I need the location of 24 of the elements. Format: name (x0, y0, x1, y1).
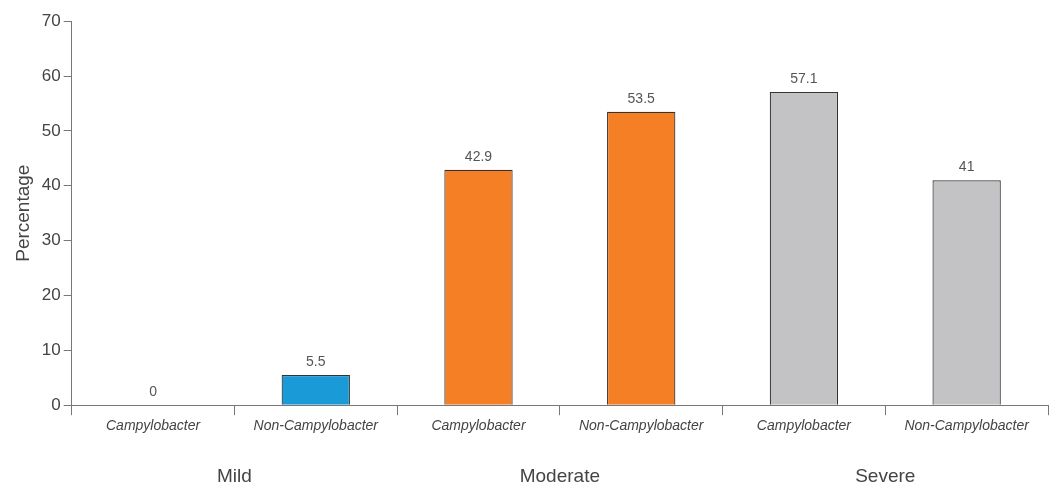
y-tick-label: 70 (41, 10, 61, 30)
x-tick-label: Campylobacter (105, 417, 202, 434)
y-tick-label: 40 (41, 175, 61, 195)
x-tick-label: Non-Campylobacter (904, 417, 1031, 434)
y-tick-label: 50 (41, 120, 61, 140)
x-tick-label: Campylobacter (756, 417, 853, 434)
data-label: 0 (149, 383, 158, 400)
x-tick-label: Campylobacter (431, 417, 527, 434)
text: Severe (855, 465, 916, 487)
data-label: 42.9 (464, 147, 493, 164)
x-tick-label: Non-Campylobacter (578, 417, 705, 434)
text: Moderate (519, 465, 600, 487)
data-label: 53.5 (627, 89, 656, 106)
y-tick-label: 10 (41, 340, 61, 360)
y-tick-label: 30 (41, 230, 61, 250)
data-label: 41 (958, 158, 975, 175)
data-label: 5.5 (306, 352, 326, 369)
y-tick-label: 60 (41, 65, 61, 85)
y-tick-label: 20 (41, 285, 61, 305)
data-label: 57.1 (790, 69, 818, 86)
x-tick-label: Non-Campylobacter (253, 417, 380, 434)
y-tick-label: 0 (51, 394, 61, 414)
y-axis-title: Percentage (11, 164, 33, 262)
text: Mild (217, 465, 252, 487)
